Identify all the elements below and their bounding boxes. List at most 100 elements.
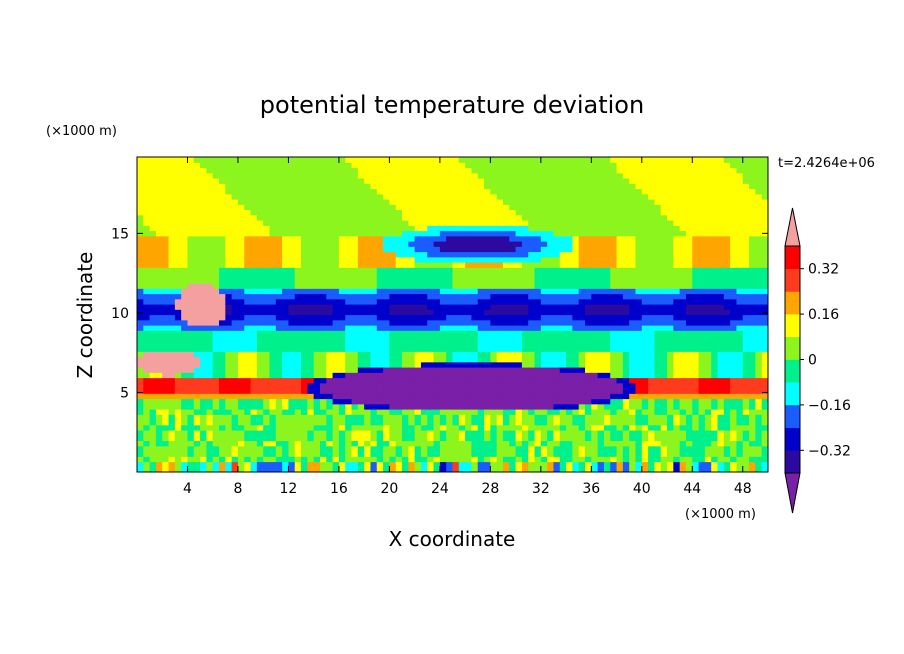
field-cell	[288, 225, 296, 232]
field-cell	[572, 367, 580, 373]
field-cell	[345, 162, 353, 169]
field-cell	[547, 419, 555, 426]
field-cell	[149, 209, 157, 216]
field-cell	[301, 230, 308, 237]
field-cell	[345, 293, 353, 300]
field-cell	[288, 377, 296, 384]
field-cell	[578, 309, 586, 316]
field-cell	[263, 178, 271, 184]
field-cell	[395, 398, 403, 405]
field-cell	[578, 445, 586, 452]
field-cell	[364, 178, 372, 184]
field-cell	[237, 382, 245, 389]
field-cell	[301, 398, 308, 405]
field-cell	[389, 393, 397, 400]
field-cell	[654, 167, 662, 174]
field-cell	[540, 351, 548, 358]
field-cell	[458, 382, 466, 389]
field-cell	[395, 188, 403, 195]
field-cell	[263, 466, 271, 472]
field-cell	[376, 435, 384, 442]
field-cell	[332, 241, 340, 247]
field-cell	[269, 288, 277, 295]
field-cell	[187, 330, 195, 337]
field-cell	[433, 456, 441, 463]
field-cell	[622, 304, 630, 310]
field-cell	[433, 388, 441, 394]
field-cell	[654, 367, 662, 373]
field-cell	[345, 409, 353, 415]
field-cell	[357, 193, 365, 200]
field-cell	[553, 430, 561, 436]
field-cell	[307, 430, 315, 436]
field-cell	[307, 398, 315, 405]
field-cell	[515, 256, 523, 263]
field-cell	[231, 193, 239, 200]
field-cell	[490, 157, 498, 163]
field-cell	[585, 172, 592, 179]
field-cell	[622, 277, 630, 284]
field-cell	[364, 414, 372, 421]
field-cell	[256, 456, 264, 463]
field-cell	[200, 235, 208, 242]
field-cell	[521, 241, 529, 247]
field-cell	[622, 214, 630, 221]
field-cell	[490, 172, 498, 179]
field-cell	[629, 419, 637, 426]
field-cell	[149, 346, 157, 352]
field-cell	[395, 241, 403, 247]
field-cell	[383, 288, 390, 295]
field-cell	[648, 256, 656, 263]
field-cell	[433, 272, 441, 279]
field-cell	[244, 204, 252, 211]
field-cell	[282, 199, 290, 205]
field-cell	[420, 309, 428, 316]
field-cell	[256, 435, 264, 442]
field-cell	[219, 304, 226, 310]
field-cell	[534, 440, 542, 447]
field-cell	[502, 246, 510, 253]
field-cell	[439, 267, 447, 274]
field-cell	[540, 183, 548, 190]
field-cell	[427, 272, 435, 279]
field-cell	[641, 304, 649, 310]
field-cell	[521, 188, 529, 195]
field-cell	[364, 388, 372, 394]
field-cell	[200, 424, 208, 431]
field-cell	[465, 199, 473, 205]
field-cell	[301, 162, 308, 169]
field-cell	[597, 272, 605, 279]
field-cell	[155, 209, 163, 216]
field-cell	[326, 430, 334, 436]
field-cell	[433, 204, 441, 211]
field-cell	[641, 409, 649, 415]
field-cell	[200, 461, 208, 468]
field-cell	[547, 382, 555, 389]
field-cell	[351, 230, 359, 237]
field-cell	[256, 461, 264, 468]
field-cell	[143, 419, 151, 426]
field-cell	[155, 398, 163, 405]
field-cell	[477, 340, 485, 347]
field-cell	[282, 272, 290, 279]
field-cell	[439, 272, 447, 279]
field-cell	[187, 440, 195, 447]
field-cell	[212, 372, 220, 379]
field-cell	[597, 440, 605, 447]
field-cell	[408, 451, 416, 457]
field-cell	[420, 214, 428, 221]
field-cell	[307, 293, 315, 300]
field-cell	[553, 466, 561, 472]
field-cell	[206, 225, 214, 232]
field-cell	[225, 409, 233, 415]
field-cell	[288, 204, 296, 211]
field-cell	[515, 430, 523, 436]
field-cell	[206, 414, 214, 421]
field-cell	[641, 388, 649, 394]
field-cell	[452, 435, 460, 442]
field-cell	[616, 172, 624, 179]
field-cell	[502, 251, 510, 258]
field-cell	[174, 351, 182, 358]
field-cell	[200, 414, 208, 421]
field-cell	[509, 445, 517, 452]
